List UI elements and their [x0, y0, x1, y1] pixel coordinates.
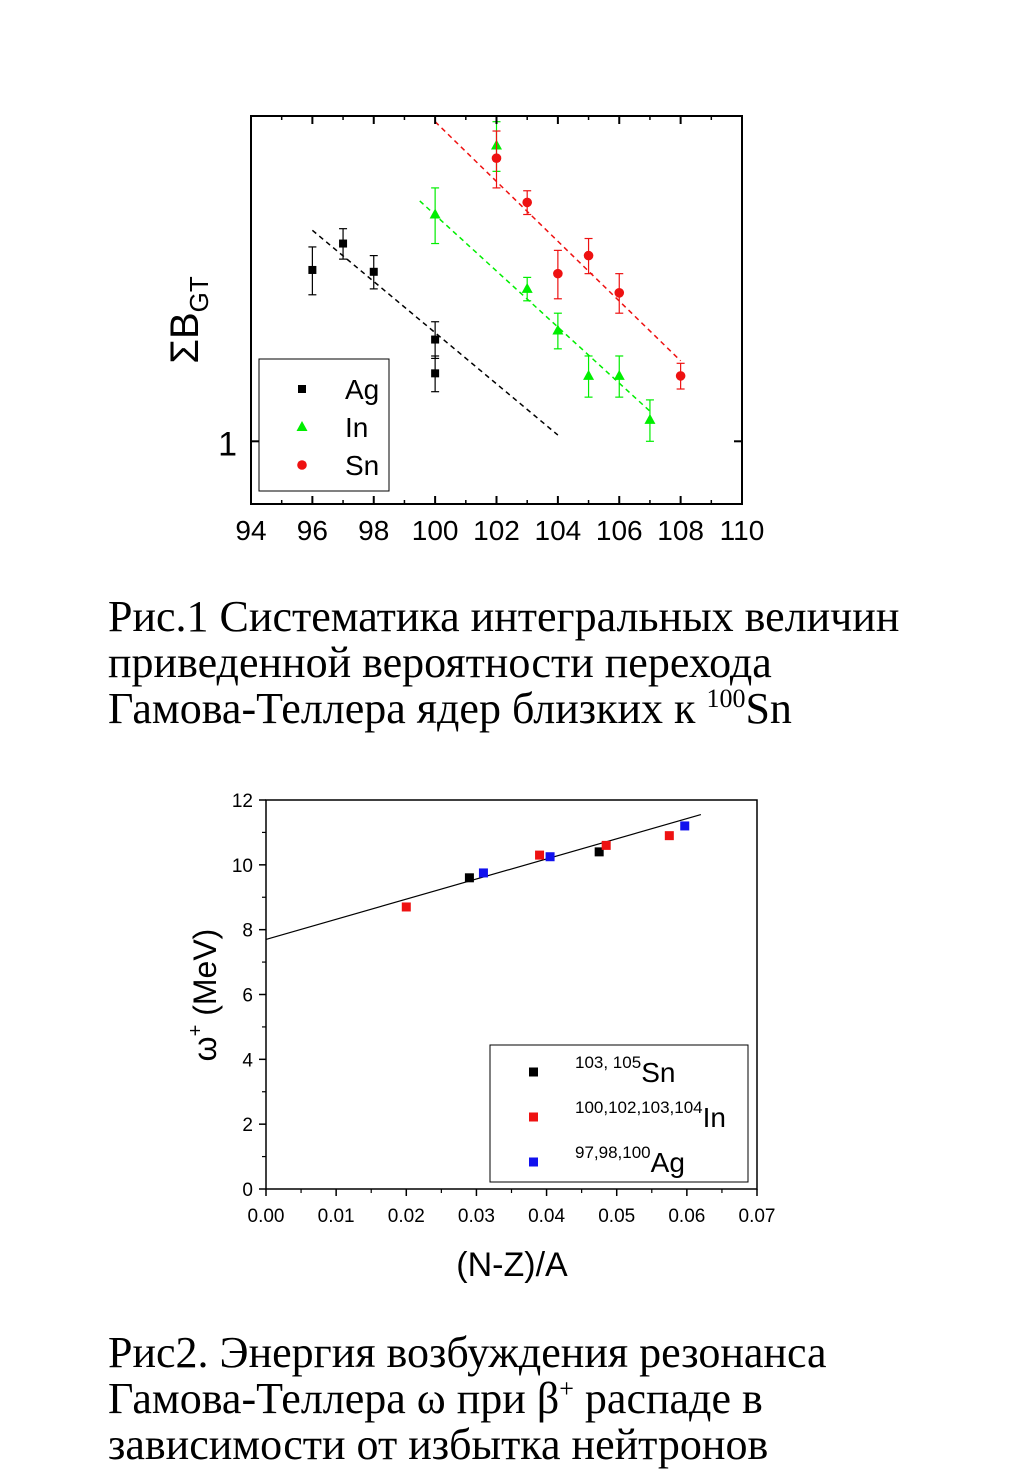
x-tick-label: 0.06 [668, 1206, 705, 1227]
fit-line-in [419, 200, 651, 412]
y-tick-label: 4 [242, 1050, 253, 1071]
x-tick-label: 98 [358, 515, 389, 546]
x-tick-label: 104 [535, 515, 582, 546]
data-point-in [429, 208, 441, 219]
data-point-in [583, 369, 595, 380]
x-axis-label: (N-Z)/A [456, 1246, 568, 1284]
data-point-in [535, 850, 545, 860]
data-point-sn [583, 250, 594, 261]
data-point-sn [464, 873, 474, 883]
superscript: + [559, 1374, 574, 1403]
data-point-sn [614, 288, 625, 298]
legend-superscript: 100,102,103,104 [575, 1098, 703, 1117]
data-point-in [613, 369, 625, 380]
x-tick-label: 0.05 [598, 1206, 635, 1227]
y-tick-label: 8 [242, 921, 253, 942]
data-point-ag [478, 868, 488, 878]
fit-lines [311, 121, 682, 436]
legend-element: Sn [641, 1057, 675, 1088]
caption-line: Рис.1 Систематика интегральных величин [108, 592, 900, 641]
legend-superscript: 97,98,100 [575, 1143, 651, 1162]
legend-label-ag: Ag [345, 374, 379, 405]
x-tick-label: 106 [596, 515, 643, 546]
x-tick-label: 96 [297, 515, 328, 546]
caption-line: Гамова-Теллера ядер близких к 100Sn [108, 684, 792, 733]
figure-1-caption: Рис.1 Систематика интегральных величин п… [108, 594, 988, 732]
data-point-ag [545, 852, 555, 862]
axes: 94 96 98 100 102 104 106 108 110 1 [218, 116, 764, 546]
y-axis-label: ω+ (MeV) [185, 929, 223, 1062]
data-points [401, 821, 690, 912]
data-point-ag [369, 267, 378, 276]
data-point-ag [680, 821, 690, 831]
legend-element: Ag [651, 1147, 685, 1178]
data-point-ag [308, 265, 317, 274]
legend-marker-ag [529, 1157, 538, 1167]
legend: 103, 105Sn 100,102,103,104In 97,98,100Ag [489, 1044, 749, 1183]
x-tick-label: 0.01 [318, 1206, 355, 1227]
x-tick-label: 108 [657, 515, 704, 546]
legend-label-sn: Sn [345, 450, 379, 481]
y-tick-label: 6 [242, 986, 253, 1007]
data-point-sn [594, 847, 604, 857]
data-points [308, 121, 686, 442]
caption-line: приведенной вероятности перехода [108, 638, 772, 687]
data-point-sn [491, 153, 502, 163]
gt-strength-chart: 94 96 98 100 102 104 106 108 110 1 ΣBGT Ag In Sn [163, 115, 764, 546]
data-point-in [601, 840, 611, 850]
legend-marker-in [296, 421, 308, 431]
legend-marker-ag [298, 385, 306, 393]
caption-line: зависимости от избытка нейтронов [108, 1420, 769, 1469]
legend-element: In [703, 1102, 726, 1133]
x-tick-label: 0.04 [528, 1206, 565, 1227]
y-tick-label: 10 [232, 856, 253, 877]
fit-line-sn [434, 121, 682, 362]
legend-marker-in [529, 1112, 538, 1122]
x-tick-label: 0.07 [739, 1206, 776, 1227]
legend-label-ag: 97,98,100Ag [575, 1143, 685, 1178]
data-point-in [521, 282, 533, 293]
legend-label-sn: 103, 105Sn [575, 1053, 675, 1088]
data-point-sn [553, 268, 563, 279]
legend-superscript: 103, 105 [575, 1053, 641, 1072]
x-tick-label: 110 [720, 515, 765, 546]
superscript: 100 [706, 684, 746, 713]
legend-label-in: 100,102,103,104In [575, 1098, 726, 1133]
legend-marker-sn [529, 1067, 538, 1077]
y-tick-label: 12 [232, 791, 253, 812]
data-point-sn [675, 371, 686, 381]
data-point-in [644, 413, 656, 424]
data-point-ag [339, 239, 348, 248]
y-tick-label: 2 [242, 1115, 253, 1136]
legend: Ag In Sn [258, 358, 390, 492]
x-tick-label: 102 [473, 515, 520, 546]
data-point-ag [431, 369, 440, 378]
caption-line: Рис2. Энергия возбуждения резонанса [108, 1328, 827, 1377]
data-point-ag [431, 335, 440, 344]
figure-2-caption: Рис2. Энергия возбуждения резонанса Гамо… [108, 1330, 988, 1468]
data-point-in [552, 324, 564, 335]
y-axis-label: ΣBGT [163, 276, 214, 364]
legend-marker-sn [297, 460, 307, 470]
y-tick-label: 1 [218, 425, 237, 463]
caption-line: Гамова-Теллера ω при β+ распаде в [108, 1374, 763, 1423]
x-tick-label: 94 [235, 515, 266, 546]
data-point-sn [522, 197, 532, 208]
data-point-in [664, 831, 674, 841]
x-tick-label: 100 [412, 515, 459, 546]
data-point-in [401, 902, 411, 912]
y-tick-label: 0 [242, 1180, 253, 1201]
x-tick-label: 0.03 [458, 1206, 495, 1227]
excitation-energy-chart: 0.00 0.01 0.02 0.03 0.04 0.05 0.06 0.07 0 2 4 6 8 10 1… [185, 791, 776, 1284]
x-tick-label: 0.00 [248, 1206, 285, 1227]
legend-label-in: In [345, 412, 368, 443]
x-tick-label: 0.02 [388, 1206, 425, 1227]
axes: 0.00 0.01 0.02 0.03 0.04 0.05 0.06 0.07 0 2 4 6 8 10 1… [232, 791, 776, 1227]
